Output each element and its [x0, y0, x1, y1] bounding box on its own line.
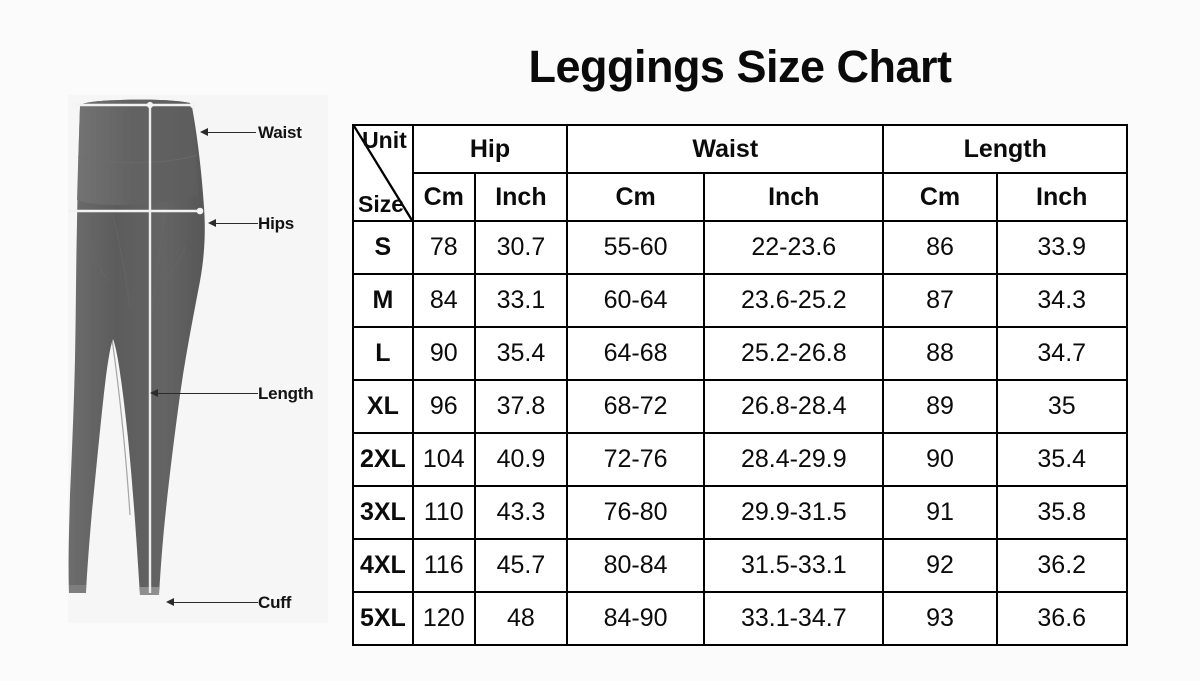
cell-hip-inch: 33.1: [473, 273, 569, 328]
length-leader-line: [158, 393, 258, 394]
cell-waist-inch: 26.8-28.4: [703, 379, 885, 434]
diagonal-divider-icon: [354, 127, 411, 219]
group-header-length: Length: [882, 124, 1128, 174]
cell-waist-inch: 25.2-26.8: [703, 326, 885, 381]
cell-length-inch: 35: [995, 379, 1128, 434]
cell-waist-inch: 28.4-29.9: [703, 432, 885, 487]
unit-header-waist-inch: Inch: [703, 172, 885, 222]
length-arrow-icon: [150, 388, 158, 397]
cell-length-inch: 34.3: [995, 273, 1128, 328]
cell-hip-cm: 120: [411, 591, 476, 646]
cell-hip-inch: 48: [473, 591, 569, 646]
unit-header-length-cm: Cm: [882, 172, 998, 222]
cell-length-cm: 90: [882, 432, 998, 487]
corner-unit-label: Unit: [362, 127, 407, 153]
cell-waist-inch: 29.9-31.5: [703, 485, 885, 540]
cell-length-cm: 87: [882, 273, 998, 328]
hips-leader-line: [216, 223, 258, 224]
cell-length-cm: 92: [882, 538, 998, 593]
leggings-illustration-panel: Waist Hips Length Cuff: [68, 95, 328, 623]
cell-waist-cm: 72-76: [566, 432, 706, 487]
cell-length-cm: 89: [882, 379, 998, 434]
waist-arrow-icon: [200, 127, 208, 136]
size-chart-table: Unit Size Hip Waist Length Cm Inch Cm In…: [352, 124, 1128, 646]
cell-length-cm: 88: [882, 326, 998, 381]
cell-waist-inch: 23.6-25.2: [703, 273, 885, 328]
cell-length-inch: 36.2: [995, 538, 1128, 593]
table-row: 4XL 116 45.7 80-84 31.5-33.1 92 36.2: [352, 538, 1128, 593]
waist-annotation: Waist: [258, 123, 302, 142]
table-group-header-row: Unit Size Hip Waist Length: [352, 124, 1128, 222]
table-row: 2XL 104 40.9 72-76 28.4-29.9 90 35.4: [352, 432, 1128, 487]
table-unit-header-row: Cm Inch Cm Inch Cm Inch: [353, 172, 1128, 222]
hips-annotation: Hips: [258, 214, 295, 233]
table-row: XL 96 37.8 68-72 26.8-28.4 89 35: [352, 379, 1128, 434]
table-body: S 78 30.7 55-60 22-23.6 86 33.9 M 84 33.…: [352, 220, 1128, 646]
cell-size: 3XL: [352, 485, 414, 540]
cuff-leader-line: [174, 602, 258, 603]
page-title: Leggings Size Chart: [528, 41, 952, 92]
cell-hip-cm: 110: [411, 485, 476, 540]
cell-waist-cm: 64-68: [566, 326, 706, 381]
cell-size: 5XL: [352, 591, 414, 646]
cell-size: XL: [352, 379, 414, 434]
corner-size-label: Size: [358, 191, 405, 217]
table-header: Unit Size Hip Waist Length Cm Inch Cm In…: [352, 124, 1128, 222]
cell-waist-inch: 22-23.6: [703, 220, 885, 275]
corner-unit-size-cell: Unit Size: [352, 124, 414, 222]
cell-waist-cm: 76-80: [566, 485, 706, 540]
cuff-arrow-icon: [166, 597, 174, 606]
cell-hip-inch: 43.3: [473, 485, 569, 540]
cell-length-inch: 36.6: [995, 591, 1128, 646]
table-row: 3XL 110 43.3 76-80 29.9-31.5 91 35.8: [352, 485, 1128, 540]
cell-size: M: [352, 273, 414, 328]
table-row: S 78 30.7 55-60 22-23.6 86 33.9: [352, 220, 1128, 275]
hips-arrow-icon: [208, 218, 216, 227]
cell-hip-cm: 84: [411, 273, 476, 328]
cell-size: S: [352, 220, 414, 275]
length-annotation: Length: [258, 384, 314, 403]
cell-hip-cm: 90: [411, 326, 476, 381]
cell-waist-inch: 33.1-34.7: [703, 591, 885, 646]
unit-header-waist-cm: Cm: [566, 172, 706, 222]
cell-waist-cm: 60-64: [566, 273, 706, 328]
cell-hip-cm: 78: [411, 220, 476, 275]
cell-hip-inch: 45.7: [473, 538, 569, 593]
cell-waist-cm: 84-90: [566, 591, 706, 646]
cell-length-cm: 86: [882, 220, 998, 275]
waist-leader-line: [208, 132, 256, 133]
cuff-annotation: Cuff: [258, 593, 292, 612]
table-row: M 84 33.1 60-64 23.6-25.2 87 34.3: [352, 273, 1128, 328]
cell-hip-cm: 116: [411, 538, 476, 593]
unit-header-hip-inch: Inch: [473, 172, 569, 222]
table-row: 5XL 120 48 84-90 33.1-34.7 93 36.6: [352, 591, 1128, 646]
cell-length-inch: 35.4: [995, 432, 1128, 487]
cell-length-cm: 93: [882, 591, 998, 646]
cell-length-inch: 35.8: [995, 485, 1128, 540]
cell-hip-inch: 37.8: [473, 379, 569, 434]
group-header-waist: Waist: [566, 124, 885, 174]
cell-length-inch: 34.7: [995, 326, 1128, 381]
cell-hip-inch: 35.4: [473, 326, 569, 381]
cell-hip-inch: 40.9: [473, 432, 569, 487]
cell-hip-cm: 96: [411, 379, 476, 434]
cell-waist-inch: 31.5-33.1: [703, 538, 885, 593]
cell-waist-cm: 55-60: [566, 220, 706, 275]
unit-header-length-inch: Inch: [995, 172, 1128, 222]
cell-waist-cm: 68-72: [566, 379, 706, 434]
cell-size: L: [352, 326, 414, 381]
cell-hip-cm: 104: [411, 432, 476, 487]
cell-length-inch: 33.9: [995, 220, 1128, 275]
leggings-image: [68, 99, 205, 595]
group-header-hip: Hip: [411, 124, 569, 174]
cell-size: 4XL: [352, 538, 414, 593]
cell-size: 2XL: [352, 432, 414, 487]
cell-length-cm: 91: [882, 485, 998, 540]
table-row: L 90 35.4 64-68 25.2-26.8 88 34.7: [352, 326, 1128, 381]
cell-waist-cm: 80-84: [566, 538, 706, 593]
unit-header-hip-cm: Cm: [411, 172, 476, 222]
cell-hip-inch: 30.7: [473, 220, 569, 275]
